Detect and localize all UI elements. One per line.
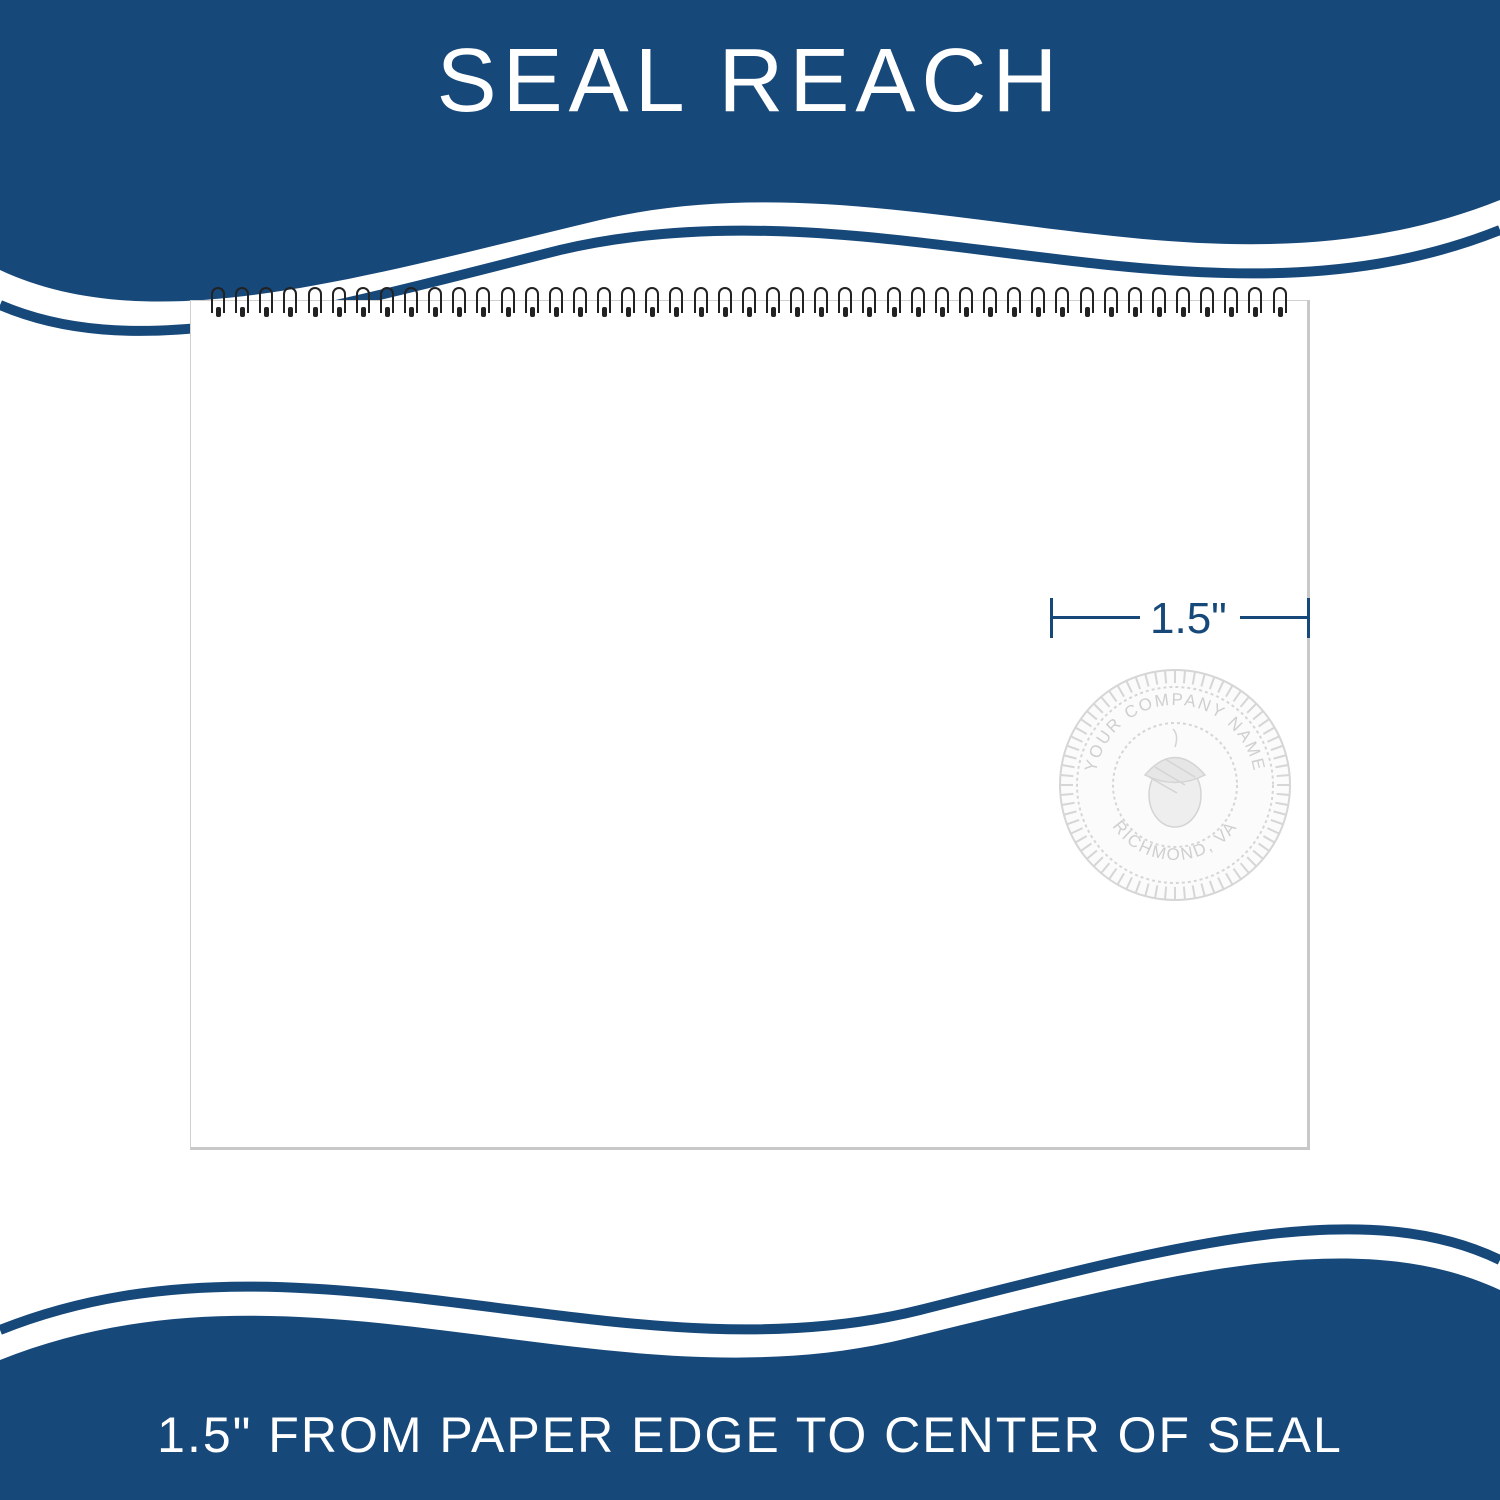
spiral-loop — [887, 287, 901, 313]
spiral-loop — [501, 287, 515, 313]
spiral-loop — [332, 287, 346, 313]
spiral-loop — [1176, 287, 1190, 313]
measure-cap-right — [1307, 598, 1310, 638]
spiral-loop — [235, 287, 249, 313]
spiral-loop — [308, 287, 322, 313]
spiral-loop — [525, 287, 539, 313]
spiral-loop — [862, 287, 876, 313]
spiral-loop — [573, 287, 587, 313]
spiral-loop — [452, 287, 466, 313]
footer-caption: 1.5" FROM PAPER EDGE TO CENTER OF SEAL — [157, 1406, 1343, 1464]
header-banner: SEAL REACH — [0, 0, 1500, 200]
spiral-loop — [428, 287, 442, 313]
reach-measurement: 1.5" — [1050, 592, 1310, 642]
spiral-loop — [1128, 287, 1142, 313]
spiral-loop — [742, 287, 756, 313]
spiral-loop — [838, 287, 852, 313]
spiral-loop — [790, 287, 804, 313]
spiral-loop — [911, 287, 925, 313]
spiral-loop — [621, 287, 635, 313]
spiral-loop — [1224, 287, 1238, 313]
spiral-loop — [1080, 287, 1094, 313]
spiral-loop — [1248, 287, 1262, 313]
spiral-loop — [983, 287, 997, 313]
spiral-loop — [211, 287, 225, 313]
spiral-loop — [597, 287, 611, 313]
spiral-loop — [1031, 287, 1045, 313]
spiral-loop — [259, 287, 273, 313]
spiral-loop — [814, 287, 828, 313]
spiral-loop — [1273, 287, 1287, 313]
spiral-loop — [476, 287, 490, 313]
spiral-loop — [380, 287, 394, 313]
measure-label: 1.5" — [1150, 594, 1227, 644]
spiral-loop — [669, 287, 683, 313]
spiral-loop — [283, 287, 297, 313]
spiral-loop — [356, 287, 370, 313]
spiral-loop — [645, 287, 659, 313]
spiral-loop — [1055, 287, 1069, 313]
spiral-loop — [1104, 287, 1118, 313]
spiral-loop — [549, 287, 563, 313]
spiral-loop — [959, 287, 973, 313]
spiral-loop — [935, 287, 949, 313]
footer-banner: 1.5" FROM PAPER EDGE TO CENTER OF SEAL — [0, 1370, 1500, 1500]
spiral-loop — [718, 287, 732, 313]
page-title: SEAL REACH — [437, 30, 1064, 133]
spiral-binding — [211, 287, 1287, 317]
spiral-loop — [404, 287, 418, 313]
spiral-loop — [1200, 287, 1214, 313]
embossed-seal: YOUR COMPANY NAME RICHMOND, VA — [1050, 660, 1300, 910]
spiral-loop — [694, 287, 708, 313]
measure-line-right — [1240, 616, 1310, 619]
measure-line-left — [1050, 616, 1140, 619]
spiral-loop — [1152, 287, 1166, 313]
spiral-loop — [1007, 287, 1021, 313]
spiral-loop — [766, 287, 780, 313]
